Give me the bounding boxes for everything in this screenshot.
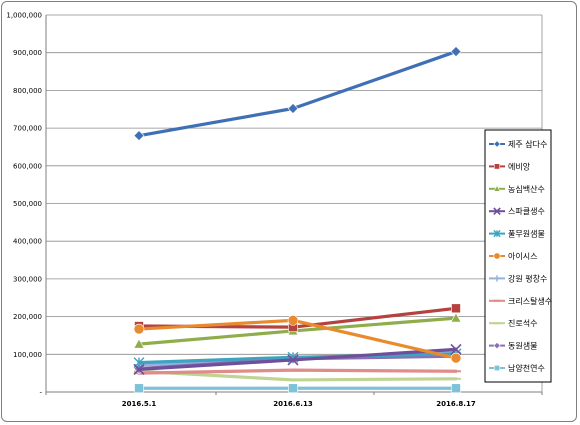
data-point xyxy=(287,315,299,326)
y-tick-label: 300,000 xyxy=(13,275,42,283)
x-tick-label: 2016.5.1 xyxy=(122,400,157,408)
legend-marker xyxy=(493,140,501,148)
legend-item: 크리스탈생수 xyxy=(489,296,552,306)
x-tick-label: 2016.6.13 xyxy=(273,400,313,408)
data-point xyxy=(287,354,299,366)
y-tick-label: 700,000 xyxy=(13,125,42,133)
x-tick-label: 2016.8.17 xyxy=(436,400,476,408)
data-point xyxy=(451,383,461,394)
legend-item: 진로석수 xyxy=(489,318,537,328)
data-point xyxy=(133,363,145,375)
data-point xyxy=(133,130,145,142)
legend-label: 강원 평창수 xyxy=(508,273,547,283)
data-point xyxy=(451,303,461,314)
legend-marker xyxy=(493,184,501,192)
y-tick-label: 600,000 xyxy=(13,162,42,170)
legend-label: 크리스탈생수 xyxy=(508,296,552,306)
y-tick-label: - xyxy=(39,389,42,397)
legend-label: 동원샘물 xyxy=(508,342,537,351)
series-line xyxy=(137,49,458,138)
legend-item: 강원 평창수 xyxy=(489,273,547,283)
legend-item: 제주 삼다수 xyxy=(489,139,547,149)
legend-item: 동원샘물 xyxy=(489,342,537,351)
series-1 xyxy=(133,46,462,142)
series-8 xyxy=(134,368,461,375)
legend-label: 남양천연수 xyxy=(508,363,545,373)
data-point xyxy=(288,383,298,394)
legend-label: 아이시스 xyxy=(508,251,537,261)
legend-marker xyxy=(493,275,501,282)
legend-marker xyxy=(493,207,501,215)
legend-item: 스파클생수 xyxy=(489,206,545,216)
legend-label: 제주 삼다수 xyxy=(508,139,547,149)
y-tick-label: 800,000 xyxy=(13,87,42,95)
data-point xyxy=(133,338,145,349)
legend-marker xyxy=(493,163,500,170)
legend-label: 에비앙 xyxy=(508,161,531,171)
y-tick-label: 500,000 xyxy=(13,200,42,208)
data-point xyxy=(450,352,462,364)
data-point xyxy=(450,343,462,355)
data-point xyxy=(287,103,299,114)
legend-marker xyxy=(493,229,501,238)
data-point xyxy=(133,323,145,335)
legend-item: 풀무원샘물 xyxy=(489,230,545,239)
legend-marker xyxy=(493,364,500,371)
legend-label: 농심백산수 xyxy=(508,184,545,194)
data-point xyxy=(450,312,462,323)
legend-marker xyxy=(493,341,501,350)
data-point xyxy=(450,46,462,57)
series-4 xyxy=(133,343,462,375)
data-point xyxy=(134,383,144,394)
axes: - 100,000 200,000 300,000 400,000 500,000 600,… xyxy=(6,12,543,408)
legend-item: 남양천연수 xyxy=(489,363,545,373)
legend-label: 진로석수 xyxy=(508,318,537,328)
legend-item: 농심백산수 xyxy=(489,184,545,194)
y-tick-label: 900,000 xyxy=(13,49,42,57)
series-11 xyxy=(134,383,461,394)
y-tick-label: 400,000 xyxy=(13,238,42,246)
legend-item: 에비앙 xyxy=(489,161,531,171)
y-tick-label: 100,000 xyxy=(13,351,42,359)
y-tick-label: 200,000 xyxy=(13,313,42,321)
y-tick-label: 1,000,000 xyxy=(6,12,42,20)
legend-label: 스파클생수 xyxy=(508,206,545,216)
series-6 xyxy=(133,315,462,364)
legend-label: 풀무원샘물 xyxy=(508,230,545,239)
legend-marker xyxy=(493,252,501,260)
legend-item: 아이시스 xyxy=(489,251,537,261)
series-lines xyxy=(133,46,462,394)
gridlines xyxy=(46,14,542,355)
